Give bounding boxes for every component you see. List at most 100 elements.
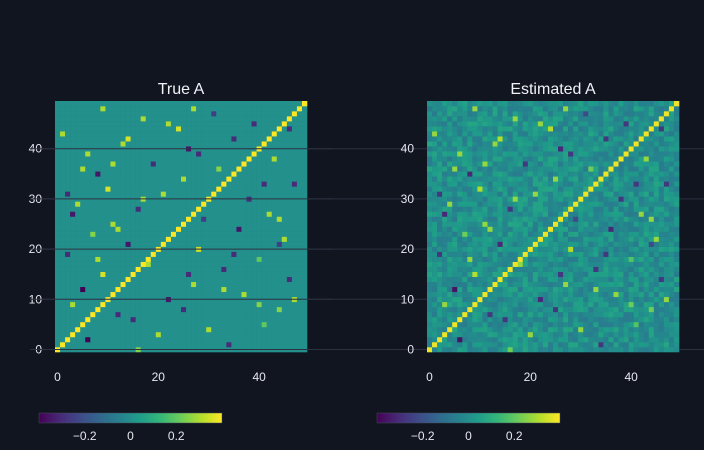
heatmap-cell <box>256 151 262 157</box>
heatmap-cell <box>432 281 438 288</box>
heatmap-cell <box>110 291 116 298</box>
heatmap-cell <box>467 211 473 217</box>
heatmap-cell <box>447 316 453 323</box>
heatmap-cell <box>296 206 303 212</box>
heatmap-cell <box>497 331 503 338</box>
heatmap-cell <box>110 221 116 227</box>
heatmap-cell <box>547 176 554 182</box>
heatmap-cell <box>75 286 81 293</box>
heatmap-cell <box>65 251 71 257</box>
heatmap-cell <box>532 341 539 348</box>
heatmap-cell <box>502 136 508 142</box>
heatmap-cell <box>447 176 453 182</box>
heatmap-cell <box>613 236 619 242</box>
heatmap-cell <box>568 316 574 323</box>
heatmap-cell <box>492 306 498 313</box>
heatmap-cell <box>492 296 498 303</box>
heatmap-cell <box>432 256 438 262</box>
heatmap-cell <box>211 286 217 293</box>
heatmap-cell <box>236 201 242 207</box>
heatmap-cell <box>532 281 539 288</box>
heatmap-cell <box>442 176 448 182</box>
heatmap-cell <box>638 106 645 112</box>
heatmap-cell <box>165 241 172 247</box>
heatmap-cell <box>542 251 549 257</box>
heatmap-cell <box>95 151 101 157</box>
heatmap-cell <box>196 211 202 217</box>
heatmap-cell <box>70 341 76 348</box>
heatmap-cell <box>598 201 604 207</box>
heatmap-cell <box>573 281 579 288</box>
heatmap-cell <box>236 176 242 182</box>
heatmap-cell <box>558 336 564 343</box>
heatmap-cell <box>221 166 227 172</box>
heatmap-cell <box>663 116 670 122</box>
heatmap-cell <box>553 181 559 187</box>
heatmap-cell <box>658 246 665 252</box>
heatmap-cell <box>482 211 488 217</box>
heatmap-cell <box>80 131 86 137</box>
heatmap-cell <box>447 151 453 157</box>
heatmap-cell <box>301 301 308 308</box>
heatmap-cell <box>563 176 569 182</box>
heatmap-cell <box>115 226 121 232</box>
heatmap-cell <box>648 301 655 308</box>
heatmap-cell <box>588 166 594 172</box>
heatmap-cell <box>55 201 61 207</box>
heatmap-cell <box>603 221 609 227</box>
heatmap-cell <box>150 181 157 187</box>
heatmap-cell <box>120 136 126 142</box>
heatmap-cell <box>638 231 645 237</box>
heatmap-cell <box>256 286 262 293</box>
heatmap-cell <box>628 196 634 202</box>
heatmap-cell <box>231 151 237 157</box>
heatmap-cell <box>221 216 227 222</box>
heatmap-cell <box>80 336 86 343</box>
heatmap-cell <box>155 171 162 177</box>
heatmap-cell <box>653 216 660 222</box>
heatmap-cell <box>628 181 634 187</box>
heatmap-cell <box>140 201 147 207</box>
heatmap-cell <box>558 136 564 142</box>
heatmap-cell <box>673 161 680 167</box>
heatmap-cell <box>125 111 131 117</box>
heatmap-cell <box>593 346 599 353</box>
heatmap-cell <box>90 221 96 227</box>
heatmap-cell <box>578 166 584 172</box>
heatmap-cell <box>583 346 589 353</box>
heatmap-cell <box>80 136 86 142</box>
heatmap-cell <box>291 101 298 107</box>
heatmap-cell <box>216 301 222 308</box>
heatmap-cell <box>60 231 66 237</box>
heatmap-cell <box>472 226 478 232</box>
heatmap-cell <box>241 156 247 162</box>
heatmap-cell <box>432 271 438 277</box>
heatmap-cell <box>628 156 634 162</box>
heatmap-cell <box>472 286 478 293</box>
heatmap-cell <box>261 221 267 227</box>
heatmap-cell <box>563 121 569 127</box>
heatmap-cell <box>145 271 152 277</box>
heatmap-cell <box>588 141 594 147</box>
heatmap-cell <box>568 176 574 182</box>
heatmap-cell <box>578 321 584 328</box>
heatmap-cell <box>432 161 438 167</box>
heatmap-cell <box>120 276 126 283</box>
heatmap-cell <box>608 196 614 202</box>
heatmap-cell <box>276 266 283 272</box>
heatmap-cell <box>668 261 675 267</box>
heatmap-cell <box>442 296 448 303</box>
heatmap-cell <box>437 201 443 207</box>
heatmap-cell <box>578 301 584 308</box>
heatmap-cell <box>603 331 609 338</box>
heatmap-cell <box>568 266 574 272</box>
heatmap-cell <box>246 241 252 247</box>
heatmap-cell <box>507 266 513 272</box>
heatmap-cell <box>120 101 126 107</box>
heatmap-cell <box>578 236 584 242</box>
heatmap-cell <box>427 121 433 127</box>
heatmap-cell <box>165 156 172 162</box>
heatmap-cell <box>613 251 619 257</box>
heatmap-cell <box>537 161 544 167</box>
heatmap-cell <box>472 116 478 122</box>
